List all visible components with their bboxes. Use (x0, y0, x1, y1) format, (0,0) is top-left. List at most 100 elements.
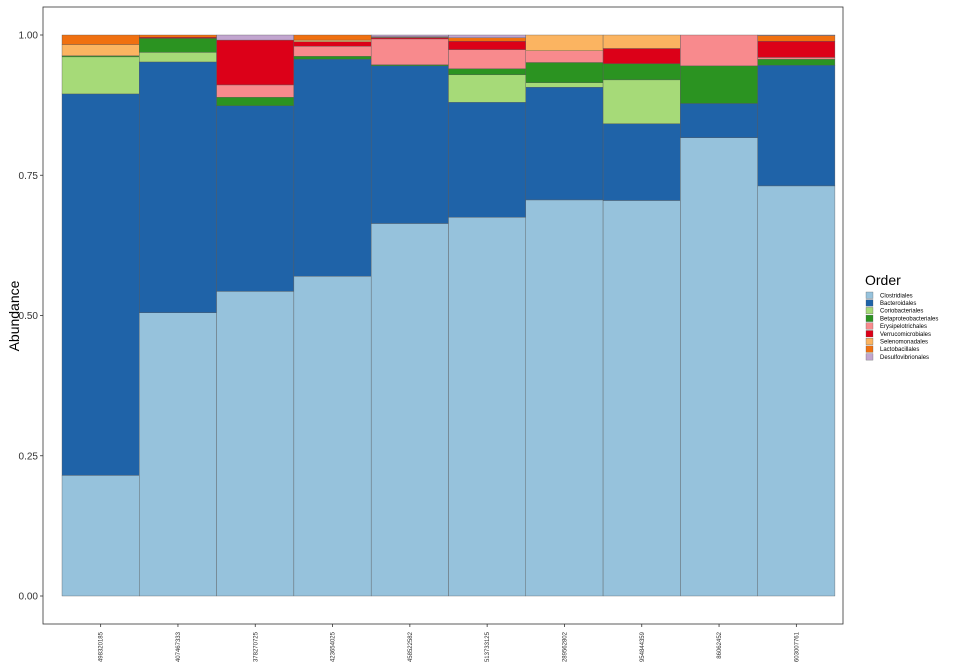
y-tick-label: 0.50 (19, 311, 39, 322)
bar-segment-bacteroidales (371, 65, 449, 224)
bar-segment-betaproteobacteriales (525, 62, 604, 83)
bar-segment-betaproteobacteriales (680, 65, 758, 104)
legend-item-erysipelotrichales: Erysipelotrichales (865, 322, 927, 330)
y-axis-title: Abundance (6, 280, 22, 351)
bar-segment-betaproteobacteriales (139, 38, 217, 53)
bar-segment-bacteroidales (293, 58, 372, 277)
legend-item-bacteroidales: Bacteroidales (865, 299, 916, 307)
bar-segment-erysipelotrichales (757, 57, 836, 60)
x-tick-label: 498320185 (99, 631, 105, 662)
bar-segment-bacteroidales (680, 103, 758, 138)
bar-segment-erysipelotrichales (216, 84, 294, 98)
bar-segment-clostridiales (216, 291, 294, 597)
bar-stack-407467333 (139, 34, 217, 597)
bar-segment-bacteroidales (61, 93, 140, 476)
bar-segment-clostridiales (139, 312, 217, 597)
bar-segment-bacteroidales (448, 102, 526, 218)
legend-label: Bacteroidales (880, 301, 916, 307)
legend-title: Order (865, 272, 901, 288)
bar-segment-desulfovibrionales (448, 34, 526, 38)
legend-swatch (865, 330, 874, 338)
bar-segment-coriobacteriales (602, 79, 681, 124)
bar-segment-betaproteobacteriales (602, 63, 681, 81)
bar-segment-desulfovibrionales (371, 34, 449, 37)
legend-item-lactobacillales: Lactobacillales (865, 345, 919, 353)
bar-segment-bacteroidales (525, 86, 604, 201)
x-tick-label: 289562802 (562, 631, 568, 662)
bar-stack-498320185 (61, 34, 140, 597)
bar-segment-clostridiales (602, 200, 681, 597)
y-tick-label: 0.75 (19, 171, 39, 182)
bar-segment-erysipelotrichales (293, 46, 372, 57)
bar-segment-bacteroidales (757, 65, 836, 187)
legend-swatch (865, 338, 874, 345)
legend-swatch (865, 307, 874, 315)
bar-segment-erysipelotrichales (680, 34, 758, 67)
x-tick-label: 86062452 (717, 631, 723, 658)
bar-segment-clostridiales (61, 475, 140, 597)
bar-segment-clostridiales (371, 223, 449, 597)
bar-stack-289562802 (525, 34, 604, 597)
legend-swatch (865, 353, 874, 361)
bar-segment-verrucomicrobiales (448, 40, 526, 50)
bar-segment-erysipelotrichales (448, 49, 526, 69)
bar-segment-clostridiales (293, 276, 372, 597)
bar-segment-coriobacteriales (61, 56, 140, 95)
bar-stack-458522582 (371, 34, 449, 597)
x-tick-label: 423654025 (331, 631, 337, 662)
bar-stack-954844359 (602, 34, 681, 597)
bar-segment-lactobacillales (139, 34, 217, 38)
x-tick-label: 513733125 (485, 631, 491, 662)
x-tick-label: 378270725 (253, 631, 259, 662)
x-tick-label: 458522582 (408, 631, 414, 662)
bar-segment-bacteroidales (216, 105, 294, 292)
legend-label: Selenomonadales (880, 340, 928, 346)
bar-segment-erysipelotrichales (371, 38, 449, 65)
bar-segment-bacteroidales (139, 61, 217, 313)
legend-item-desulfovibrionales: Desulfovibrionales (865, 353, 929, 361)
y-tick-label: 1.00 (19, 31, 39, 42)
legend-item-betaproteobacteriales: Betaproteobacteriales (865, 314, 938, 322)
bar-stack-86062452 (680, 34, 758, 597)
bar-segment-lactobacillales (293, 34, 372, 41)
bar-segment-selenomonadales (293, 39, 372, 42)
bar-segment-bacteroidales (602, 123, 681, 201)
legend-item-clostridiales: Clostridiales (865, 291, 913, 299)
bar-segment-verrucomicrobiales (602, 48, 681, 64)
bar-stack-603007761 (757, 34, 836, 597)
bar-segment-lactobacillales (448, 37, 526, 42)
legend-swatch (865, 299, 874, 307)
bar-segment-selenomonadales (61, 44, 140, 56)
bar-segment-lactobacillales (757, 35, 836, 42)
bar-segment-betaproteobacteriales (293, 56, 372, 60)
legend-label: Lactobacillales (880, 347, 919, 353)
legend-swatch (865, 345, 874, 353)
legend-label: Erysipelotrichales (880, 324, 927, 330)
bar-segment-betaproteobacteriales (757, 58, 836, 66)
legend: Order Clostridiales Bacteroidales Coriobact… (865, 272, 938, 361)
legend-label: Coriobacteriales (880, 309, 923, 315)
bar-segment-clostridiales (525, 199, 604, 597)
legend-item-selenomonadales: Selenomonadales (865, 338, 928, 346)
bar-segment-coriobacteriales (525, 82, 604, 88)
bar-segment-lactobacillales (61, 34, 140, 45)
y-tick-label: 0.25 (19, 451, 39, 462)
legend-item-coriobacteriales: Coriobacteriales (865, 307, 923, 315)
bars-layer (61, 34, 836, 597)
bar-stack-423654025 (293, 34, 372, 597)
bar-segment-verrucomicrobiales (757, 40, 836, 58)
bar-segment-betaproteobacteriales (448, 68, 526, 76)
bar-stack-513733125 (448, 34, 526, 597)
bar-segment-desulfovibrionales (216, 34, 294, 41)
legend-swatch (865, 322, 874, 330)
bar-segment-erysipelotrichales (525, 50, 604, 63)
bar-segment-verrucomicrobiales (216, 39, 294, 86)
bar-segment-desulfovibrionales (757, 34, 836, 36)
bar-segment-betaproteobacteriales (216, 97, 294, 106)
bar-segment-clostridiales (757, 185, 836, 597)
bar-segment-clostridiales (680, 137, 758, 597)
legend-label: Clostridiales (880, 293, 913, 299)
x-tick-label: 954844359 (640, 631, 646, 662)
bar-segment-selenomonadales (525, 34, 604, 51)
